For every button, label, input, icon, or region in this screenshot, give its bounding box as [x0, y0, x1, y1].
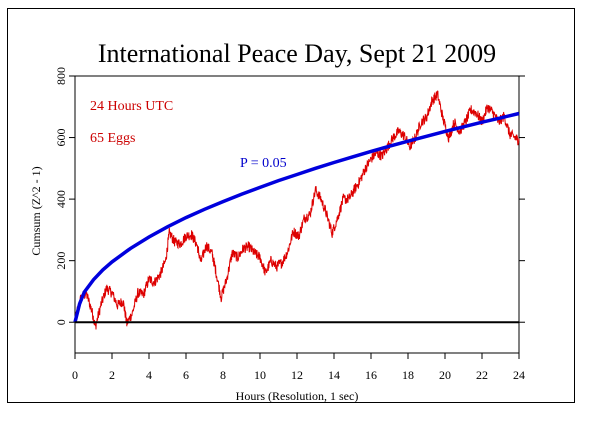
- annotation-hours: 24 Hours UTC: [90, 99, 173, 114]
- y-tick-label: 600: [54, 129, 68, 147]
- x-tick-label: 24: [513, 368, 525, 382]
- x-tick-label: 18: [402, 368, 414, 382]
- y-axis: 0 200 400 600 800: [54, 67, 525, 325]
- x-tick-label: 10: [254, 368, 266, 382]
- y-axis-label: Cumsum (Z^2 - 1): [29, 166, 43, 255]
- series-cumsum-line: [74, 90, 520, 330]
- x-tick-label: 6: [183, 368, 189, 382]
- x-axis-label: Hours (Resolution, 1 sec): [236, 389, 359, 403]
- x-tick-label: 20: [439, 368, 451, 382]
- y-tick-label: 800: [54, 67, 68, 85]
- x-tick-label: 16: [365, 368, 377, 382]
- x-tick-label: 14: [328, 368, 340, 382]
- x-tick-label: 12: [291, 368, 303, 382]
- y-tick-label: 0: [54, 319, 68, 325]
- x-tick-label: 8: [220, 368, 226, 382]
- y-tick-label: 200: [54, 252, 68, 270]
- x-tick-label: 0: [72, 368, 78, 382]
- chart-title: International Peace Day, Sept 21 2009: [98, 39, 496, 68]
- x-tick-label: 22: [476, 368, 488, 382]
- chart-frame: [7, 8, 575, 403]
- plot-border: [74, 75, 520, 354]
- x-axis: 0 2 4 6 8 10 12 14 16 18 20 22 24: [72, 353, 525, 382]
- plot-area: [73, 75, 520, 354]
- y-tick-label: 400: [54, 190, 68, 208]
- x-tick-label: 4: [146, 368, 152, 382]
- annotation-eggs: 65 Eggs: [90, 131, 136, 146]
- annotation-p-value: P = 0.05: [240, 156, 287, 171]
- series-p-envelope-line: [73, 111, 520, 323]
- x-tick-label: 2: [109, 368, 115, 382]
